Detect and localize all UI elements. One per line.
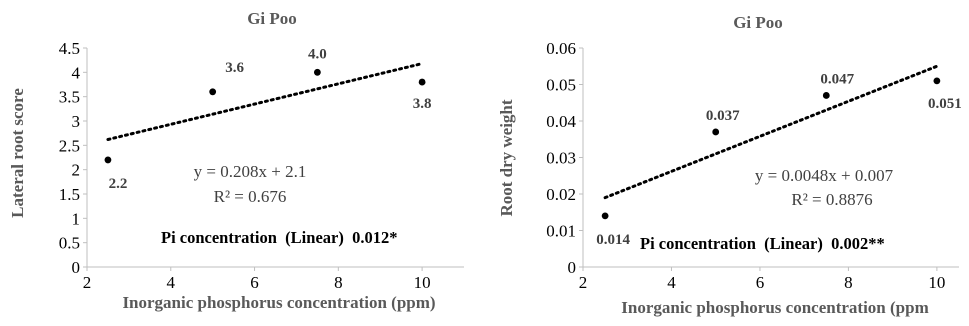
right-y-tick-label: 0.05 bbox=[546, 76, 576, 95]
left-data-point bbox=[209, 88, 217, 96]
right-data-point bbox=[822, 92, 830, 99]
right-x-tick-label: 4 bbox=[667, 273, 676, 292]
left-data-label: 3.8 bbox=[413, 96, 432, 112]
left-y-tick-label: 2 bbox=[72, 161, 81, 180]
left-x-tick-label: 4 bbox=[167, 273, 176, 292]
chart-right-trendline bbox=[603, 64, 939, 200]
chart-right-x-axis-title: Inorganic phosphorus concentration (ppm bbox=[621, 298, 928, 317]
right-x-tick-label: 10 bbox=[928, 273, 945, 292]
left-data-label: 3.6 bbox=[225, 60, 244, 76]
chart-left-annotation: Pi concentration (Linear) 0.012* bbox=[161, 228, 397, 247]
left-data-point bbox=[418, 78, 426, 86]
right-data-point bbox=[933, 77, 941, 85]
left-data-label: 4.0 bbox=[308, 46, 327, 62]
left-y-tick-label: 0.5 bbox=[59, 234, 80, 253]
chart-right-title: Gi Poo bbox=[733, 13, 783, 32]
right-y-tick-label: 0.03 bbox=[546, 149, 576, 168]
right-y-tick-label: 0.06 bbox=[546, 39, 576, 58]
chart-right-points bbox=[601, 77, 941, 220]
left-x-tick-label: 2 bbox=[83, 273, 92, 292]
left-x-tick-label: 8 bbox=[334, 273, 343, 292]
chart-left-x-axis-title: Inorganic phosphorus concentration (ppm) bbox=[122, 293, 435, 312]
chart-left-trendline bbox=[106, 62, 424, 141]
chart-right-equation: y = 0.0048x + 0.007 bbox=[755, 166, 894, 185]
chart-left-x-ticks: 2 4 6 8 10 bbox=[83, 267, 431, 292]
right-x-tick-label: 2 bbox=[579, 273, 588, 292]
right-x-tick-label: 6 bbox=[756, 273, 765, 292]
left-y-tick-label: 4 bbox=[72, 63, 81, 82]
left-y-tick-label: 3 bbox=[72, 112, 81, 131]
right-x-tick-label: 8 bbox=[844, 273, 853, 292]
left-data-point bbox=[313, 68, 321, 76]
right-data-label: 0.014 bbox=[596, 232, 630, 248]
right-data-point bbox=[712, 128, 720, 136]
chart-left: Gi Poo Lateral root score Inorganic phos… bbox=[8, 9, 464, 312]
left-y-tick-label: 2.5 bbox=[59, 136, 80, 155]
chart-left-equation: y = 0.208x + 2.1 bbox=[194, 162, 307, 181]
left-y-tick-label: 4.5 bbox=[59, 39, 80, 58]
right-y-tick-label: 0.02 bbox=[546, 185, 576, 204]
chart-left-points bbox=[104, 68, 426, 164]
right-data-point bbox=[601, 212, 609, 220]
chart-right-r-squared: R² = 0.8876 bbox=[791, 190, 872, 209]
right-y-tick-label: 0.04 bbox=[546, 112, 576, 131]
chart-left-r-squared: R² = 0.676 bbox=[214, 187, 287, 206]
left-data-point bbox=[104, 156, 112, 164]
left-y-tick-label: 1 bbox=[72, 209, 81, 228]
left-y-tick-label: 3.5 bbox=[59, 88, 80, 107]
right-data-label: 0.047 bbox=[820, 71, 854, 87]
chart-left-data-labels: 2.2 3.6 4.0 3.8 bbox=[109, 46, 432, 192]
left-x-tick-label: 6 bbox=[250, 273, 259, 292]
chart-right-y-ticks: 0 0.01 0.02 0.03 0.04 0.05 0.06 bbox=[546, 39, 583, 277]
chart-left-title: Gi Poo bbox=[247, 9, 297, 28]
right-y-tick-label: 0.01 bbox=[546, 222, 576, 241]
chart-right-data-labels: 0.014 0.037 0.047 0.051 bbox=[596, 71, 962, 247]
chart-left-y-axis-title: Lateral root score bbox=[8, 88, 27, 218]
right-data-label: 0.051 bbox=[928, 96, 962, 112]
chart-right-y-axis-title: Root dry weight bbox=[497, 99, 516, 216]
chart-left-y-ticks: 0 0.5 1 1.5 2 2.5 3 3.5 4 4.5 bbox=[59, 39, 87, 277]
chart-right: Gi Poo Root dry weight Inorganic phospho… bbox=[497, 13, 962, 317]
left-y-tick-label: 0 bbox=[72, 258, 81, 277]
left-y-tick-label: 1.5 bbox=[59, 185, 80, 204]
chart-right-annotation: Pi concentration (Linear) 0.002** bbox=[640, 234, 885, 253]
left-x-tick-label: 10 bbox=[414, 273, 431, 292]
right-data-label: 0.037 bbox=[706, 108, 740, 124]
left-data-label: 2.2 bbox=[109, 176, 128, 192]
right-y-tick-label: 0 bbox=[568, 258, 577, 277]
chart-right-x-ticks: 2 4 6 8 10 bbox=[579, 267, 945, 292]
